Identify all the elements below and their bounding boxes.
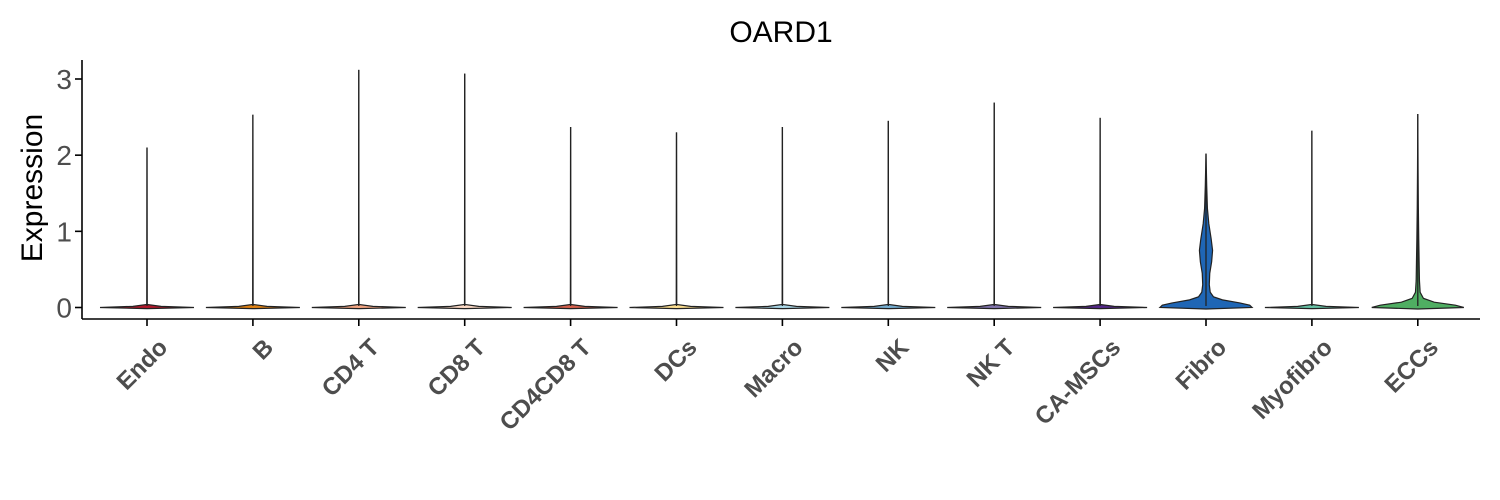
x-tick-label: Fibro — [1171, 334, 1233, 396]
y-axis-label: Expression — [16, 114, 49, 262]
x-tick-label: B — [248, 334, 279, 365]
x-tick-label: NK — [871, 334, 915, 378]
x-tick-label: DCs — [650, 334, 703, 387]
x-tick-label: CD8 T — [423, 334, 491, 402]
x-tick-label: Myofibro — [1247, 334, 1338, 425]
y-tick-label: 1 — [56, 216, 72, 247]
x-tick-label: CD4 T — [317, 334, 385, 402]
x-tick-label: Endo — [112, 334, 174, 396]
plot-area: 0 1 2 3 Endo B CD4 T CD8 T CD4CD8 T DCs Macro NK NK … — [56, 60, 1480, 436]
x-tick-label: NK T — [962, 334, 1021, 393]
y-tick-label: 0 — [56, 293, 72, 324]
x-tick-label: ECCs — [1380, 334, 1444, 398]
y-tick-label: 2 — [56, 140, 72, 171]
x-tick-label: CD4CD8 T — [495, 334, 597, 436]
chart-title: OARD1 — [729, 16, 832, 49]
x-tick-label: CA-MSCs — [1030, 334, 1126, 430]
x-tick-label: Macro — [739, 334, 808, 403]
y-tick-label: 3 — [56, 64, 72, 95]
